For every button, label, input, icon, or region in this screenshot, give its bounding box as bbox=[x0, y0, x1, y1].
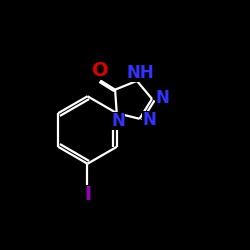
Text: NH: NH bbox=[127, 64, 154, 82]
Text: N: N bbox=[111, 112, 125, 130]
Text: O: O bbox=[92, 62, 108, 80]
Text: N: N bbox=[142, 111, 156, 129]
Text: N: N bbox=[155, 88, 169, 106]
Text: I: I bbox=[84, 185, 91, 204]
